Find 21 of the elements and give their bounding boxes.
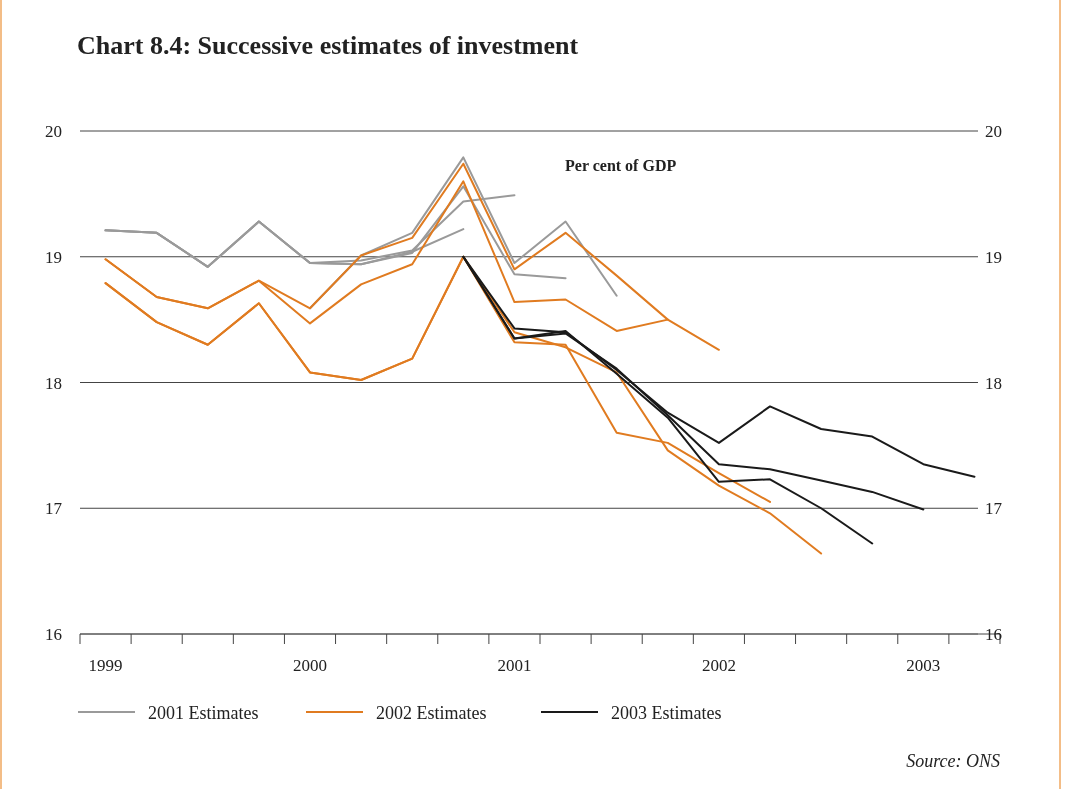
y-tick-label: 18 xyxy=(45,373,62,393)
legend-label: 2001 Estimates xyxy=(148,703,259,723)
legend-label: 2002 Estimates xyxy=(376,703,487,723)
y-tick-label: 17 xyxy=(45,499,63,519)
y2-tick-label: 20 xyxy=(985,122,1002,141)
x-tick-label: 1999 xyxy=(88,656,123,675)
source-note: Source: ONS xyxy=(906,751,1000,771)
y2-tick-label: 19 xyxy=(985,247,1002,267)
chart-title: Chart 8.4: Successive estimates of investment xyxy=(77,31,579,60)
legend-label: 2003 Estimates xyxy=(611,703,722,723)
y2-tick-label: 18 xyxy=(985,373,1002,393)
y-tick-label: 19 xyxy=(45,247,62,267)
y-tick-label: 16 xyxy=(45,625,62,644)
annotation: Per cent of GDP xyxy=(565,157,677,174)
x-tick-label: 2000 xyxy=(293,656,327,675)
x-tick-label: 2003 xyxy=(906,656,941,675)
y2-tick-label: 16 xyxy=(985,625,1002,644)
x-tick-label: 2002 xyxy=(701,656,736,675)
y2-tick-label: 17 xyxy=(985,499,1003,519)
y-tick-label: 20 xyxy=(45,122,62,141)
x-tick-label: 2001 xyxy=(497,656,532,675)
